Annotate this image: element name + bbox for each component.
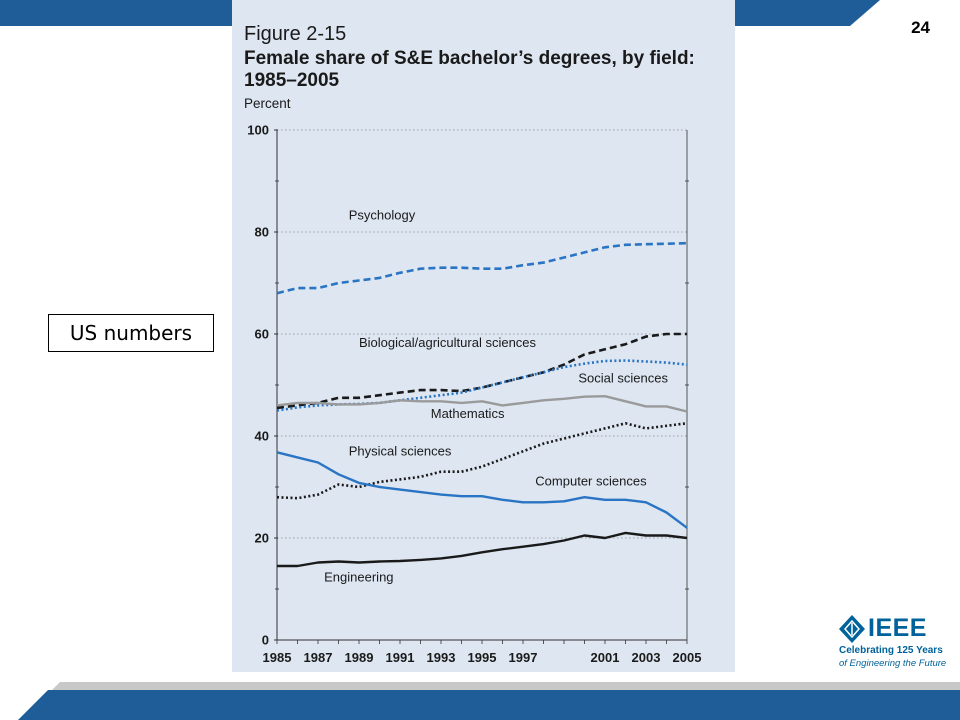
- x-tick-label: 1991: [386, 650, 415, 665]
- ieee-wordmark: IEEE: [868, 614, 927, 642]
- figure-number: Figure 2-15: [244, 23, 347, 45]
- x-tick-label: 2005: [673, 650, 702, 665]
- series-line-social-sciences: [276, 359, 688, 412]
- ieee-tagline-1: Celebrating 125 Years: [839, 645, 943, 656]
- y-tick-label: 20: [255, 531, 269, 546]
- series-label: Psychology: [349, 207, 416, 222]
- series-line-mathematics: [276, 395, 688, 413]
- series-label: Social sciences: [578, 370, 668, 385]
- figure-panel: Figure 2-15 Female share of S&E bachelor…: [232, 0, 735, 672]
- x-tick-label: 1995: [468, 650, 497, 665]
- ieee-logo: IEEE Celebrating 125 Years of Engineerin…: [838, 612, 948, 674]
- y-tick-label: 80: [255, 225, 269, 240]
- x-tick-label: 2003: [632, 650, 661, 665]
- x-tick-label: 1985: [263, 650, 292, 665]
- series-label: Mathematics: [431, 406, 505, 421]
- y-tick-label: 40: [255, 429, 269, 444]
- x-tick-label: 1993: [427, 650, 456, 665]
- x-tick-label: 1987: [304, 650, 333, 665]
- series-line-psychology: [276, 241, 688, 295]
- series-line-computer-sciences: [276, 451, 688, 529]
- series-label: Physical sciences: [349, 443, 452, 458]
- slide-header-bar: [0, 0, 880, 26]
- slide-footer-bar: [18, 682, 960, 720]
- chart-title: Female share of S&E bachelor’s degrees, …: [244, 48, 695, 91]
- series-line-engineering: [277, 531, 688, 568]
- series-line-biological-agricultural-sciences: [276, 332, 687, 410]
- y-axis-label: Percent: [244, 96, 291, 111]
- x-tick-label: 1997: [509, 650, 538, 665]
- series-label: Biological/agricultural sciences: [359, 335, 537, 350]
- us-numbers-callout: US numbers: [48, 314, 214, 352]
- ieee-diamond-icon: [839, 615, 865, 643]
- y-tick-label: 60: [255, 327, 269, 342]
- series-label: Computer sciences: [535, 473, 647, 488]
- y-tick-label: 100: [247, 123, 269, 138]
- ieee-tagline-2: of Engineering the Future: [839, 658, 947, 669]
- x-tick-label: 2001: [591, 650, 620, 665]
- slide-page-number: 24: [911, 18, 930, 37]
- x-tick-label: 1989: [345, 650, 374, 665]
- y-tick-label: 0: [262, 633, 269, 648]
- line-chart: 0 20 40 60 80 100 1985 1987 1989 1991 1993 1995 1997…: [247, 123, 702, 666]
- series-label: Engineering: [324, 569, 393, 584]
